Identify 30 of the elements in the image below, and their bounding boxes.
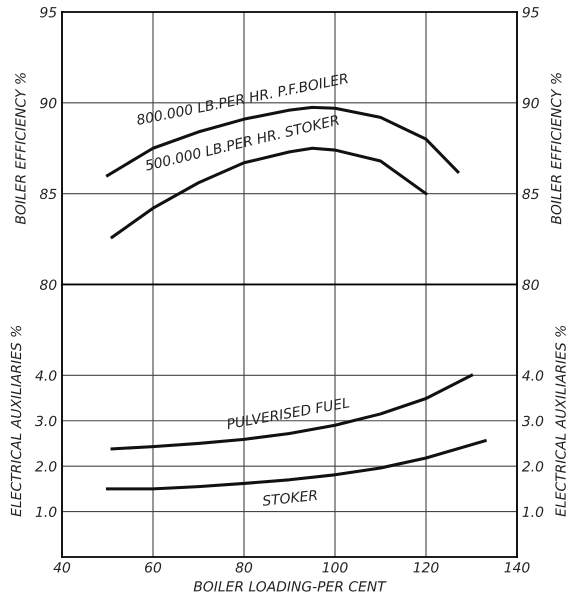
y2-tick-label: 85 [522, 188, 539, 200]
y2-tick-label: 3.0 [522, 416, 544, 426]
y-axis-title: BOILER EFFICIENCY % [15, 73, 26, 224]
x-tick-label: 80 [236, 562, 252, 573]
y-tick-label: 2.0 [35, 461, 56, 472]
x-tick-label: 100 [322, 562, 348, 573]
y2-tick-label: 80 [522, 279, 539, 290]
y2-tick-label: 90 [522, 98, 539, 108]
y-tick-label: 90 [40, 98, 56, 108]
y2-tick-label: 2.0 [522, 461, 544, 472]
y-tick-label: 95 [40, 6, 56, 18]
y2-tick-label: 1.0 [522, 506, 544, 518]
x-tick-label: 140 [504, 562, 530, 573]
x-tick-label: 120 [413, 562, 439, 573]
y2-axis-title: ELECTRICAL AUXILIARIES % [555, 326, 566, 516]
line-series [106, 439, 487, 490]
line-series [110, 374, 474, 450]
x-tick-label: 60 [145, 562, 162, 573]
y-tick-label: 85 [40, 188, 56, 200]
y-tick-label: 3.0 [35, 416, 56, 426]
x-tick-label: 40 [53, 562, 70, 573]
x-axis-title: BOILER LOADING-PER CENT [194, 581, 387, 592]
y-tick-label: 1.0 [36, 506, 56, 518]
y-tick-label: 80 [40, 279, 56, 290]
y2-axis-title: BOILER EFFICIENCY % [550, 73, 562, 224]
y-tick-label: 4.0 [35, 370, 56, 381]
y2-tick-label: 95 [522, 6, 539, 18]
y2-tick-label: 4.0 [522, 370, 544, 381]
text: STOKER [262, 490, 318, 506]
y-axis-title: ELECTRICAL AUXILIARIES % [10, 326, 22, 516]
